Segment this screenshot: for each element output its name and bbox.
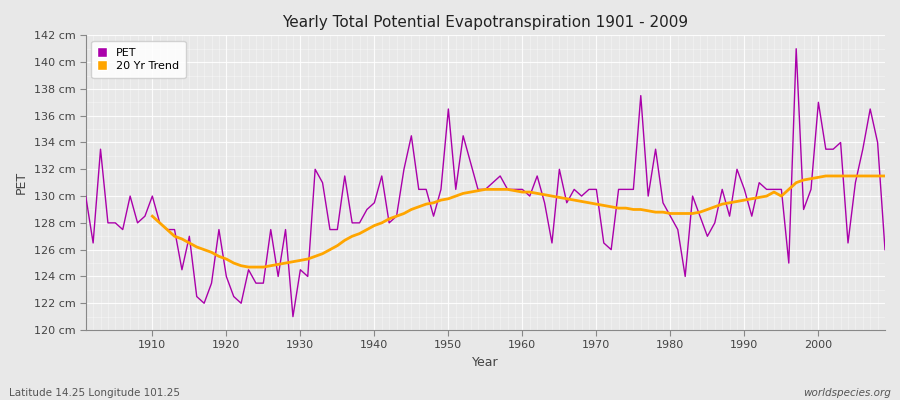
20 Yr Trend <box>858 174 868 178</box>
20 Yr Trend <box>295 258 306 263</box>
PET <box>140 214 150 218</box>
Text: worldspecies.org: worldspecies.org <box>803 388 891 398</box>
20 Yr Trend <box>532 191 543 196</box>
PET <box>613 187 624 192</box>
Text: Latitude 14.25 Longitude 101.25: Latitude 14.25 Longitude 101.25 <box>9 388 180 398</box>
Line: 20 Yr Trend: 20 Yr Trend <box>152 176 885 267</box>
20 Yr Trend <box>821 174 832 178</box>
PET <box>354 220 364 225</box>
20 Yr Trend <box>325 247 336 252</box>
Line: PET: PET <box>86 49 885 317</box>
PET <box>80 194 91 198</box>
20 Yr Trend <box>591 202 602 206</box>
Y-axis label: PET: PET <box>15 171 28 194</box>
PET <box>287 314 298 319</box>
20 Yr Trend <box>879 174 890 178</box>
20 Yr Trend <box>147 214 158 218</box>
PET <box>525 194 535 198</box>
PET <box>791 46 802 51</box>
PET <box>310 167 320 172</box>
20 Yr Trend <box>835 174 846 178</box>
X-axis label: Year: Year <box>472 356 499 369</box>
20 Yr Trend <box>243 265 254 270</box>
PET <box>879 247 890 252</box>
PET <box>517 187 527 192</box>
Legend: PET, 20 Yr Trend: PET, 20 Yr Trend <box>91 41 185 78</box>
Title: Yearly Total Potential Evapotranspiration 1901 - 2009: Yearly Total Potential Evapotranspiratio… <box>283 15 688 30</box>
